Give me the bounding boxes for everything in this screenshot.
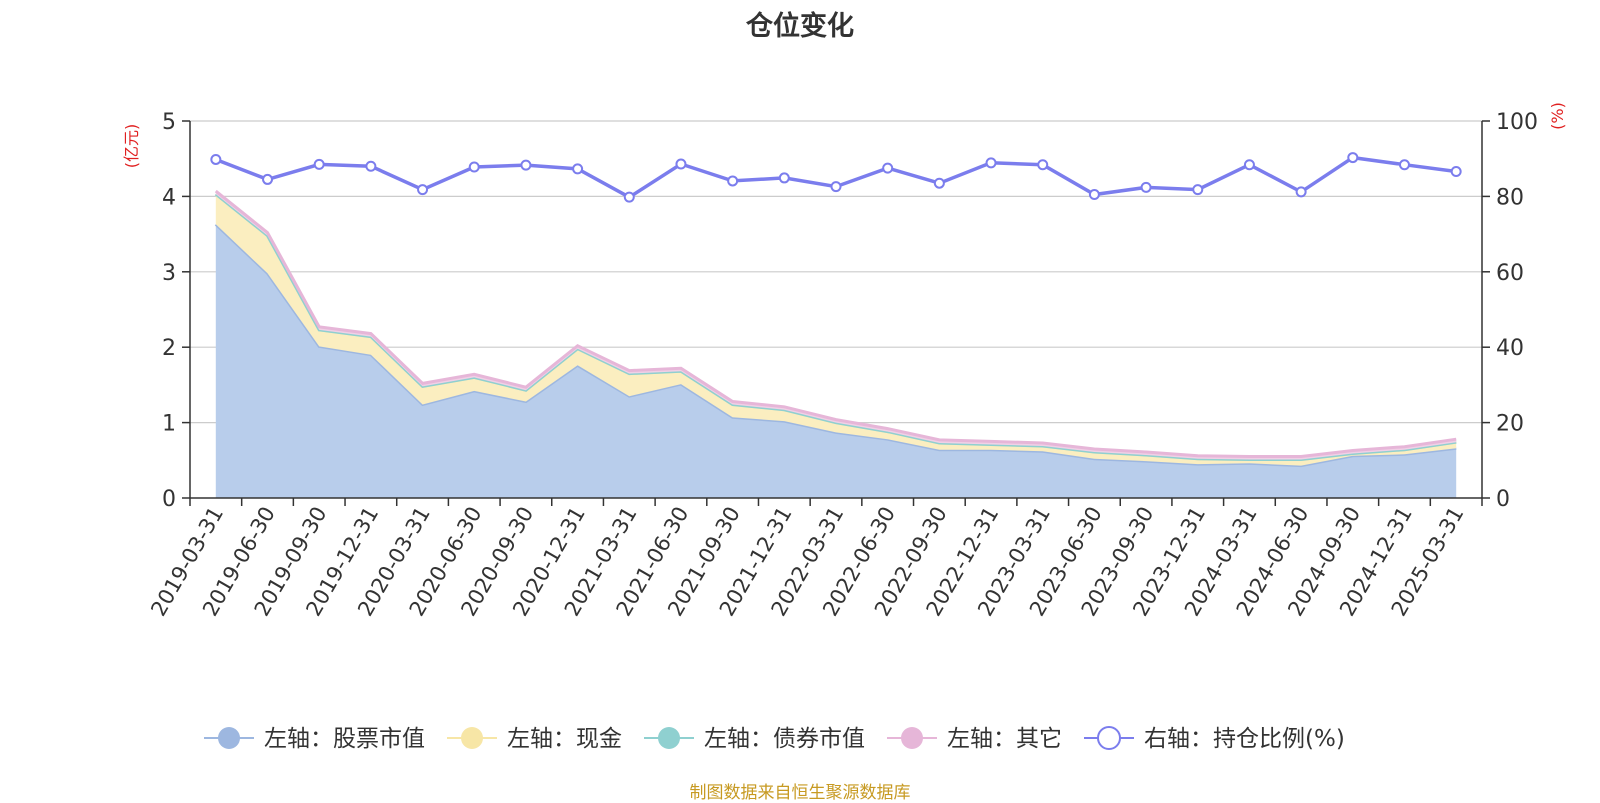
right-axis-tick-label: 20 — [1496, 412, 1524, 437]
ratio-point — [675, 158, 687, 170]
left-axis-tick-label: 3 — [162, 261, 176, 286]
left-axis-tick-label: 4 — [162, 185, 176, 210]
area-左轴：现金 — [215, 194, 1457, 466]
ratio-point — [520, 159, 532, 171]
left-axis-tick-label: 5 — [162, 110, 176, 135]
ratio-point — [468, 161, 480, 173]
legend-label: 左轴：现金 — [507, 726, 622, 752]
right-axis-tick-label: 80 — [1496, 185, 1524, 210]
ratio-point — [985, 157, 997, 169]
ratio-point — [933, 177, 945, 189]
legend-marker-2 — [658, 727, 680, 749]
right-axis-unit: (%) — [1548, 102, 1567, 130]
ratio-point — [1140, 181, 1152, 193]
left-axis-tick-label: 2 — [162, 336, 176, 361]
legend-label: 左轴：其它 — [947, 726, 1062, 752]
ratio-point — [882, 162, 894, 174]
area-左轴：股票市值 — [215, 224, 1457, 499]
legend-label: 右轴：持仓比例(%) — [1144, 726, 1345, 752]
ratio-point — [623, 191, 635, 203]
left-axis-unit: (亿元) — [122, 124, 141, 169]
ratio-point — [365, 160, 377, 172]
chart-title: 仓位变化 — [746, 11, 854, 42]
legend-marker-1 — [461, 727, 483, 749]
ratio-point — [210, 153, 222, 165]
ratio-point — [1088, 189, 1100, 201]
ratio-point — [1037, 159, 1049, 171]
right-axis-tick-label: 0 — [1496, 487, 1510, 512]
right-axis-tick-label: 100 — [1496, 110, 1538, 135]
area-line-左轴：其它 — [214, 189, 1457, 458]
ratio-point — [1347, 152, 1359, 164]
right-axis-tick-label: 40 — [1496, 336, 1524, 361]
left-axis-tick-label: 1 — [162, 412, 176, 437]
legend-label: 左轴：债券市值 — [704, 726, 865, 752]
ratio-point — [417, 184, 429, 196]
legend-marker-3 — [901, 727, 923, 749]
ratio-point — [727, 175, 739, 187]
left-axis-tick-label: 0 — [162, 487, 176, 512]
ratio-point — [313, 158, 325, 170]
right-axis-tick-label: 60 — [1496, 261, 1524, 286]
ratio-point — [1243, 159, 1255, 171]
ratio-point — [1295, 186, 1307, 198]
ratio-point — [262, 173, 274, 185]
ratio-point — [572, 163, 584, 175]
ratio-point — [778, 172, 790, 184]
legend-marker-0 — [218, 727, 240, 749]
legend-label: 左轴：股票市值 — [264, 726, 425, 752]
ratio-point — [1192, 184, 1204, 196]
ratio-point — [830, 181, 842, 193]
ratio-point — [1450, 166, 1462, 178]
legend-marker-4 — [1097, 726, 1121, 750]
ratio-point — [1398, 159, 1410, 171]
source-note: 制图数据来自恒生聚源数据库 — [689, 783, 911, 803]
